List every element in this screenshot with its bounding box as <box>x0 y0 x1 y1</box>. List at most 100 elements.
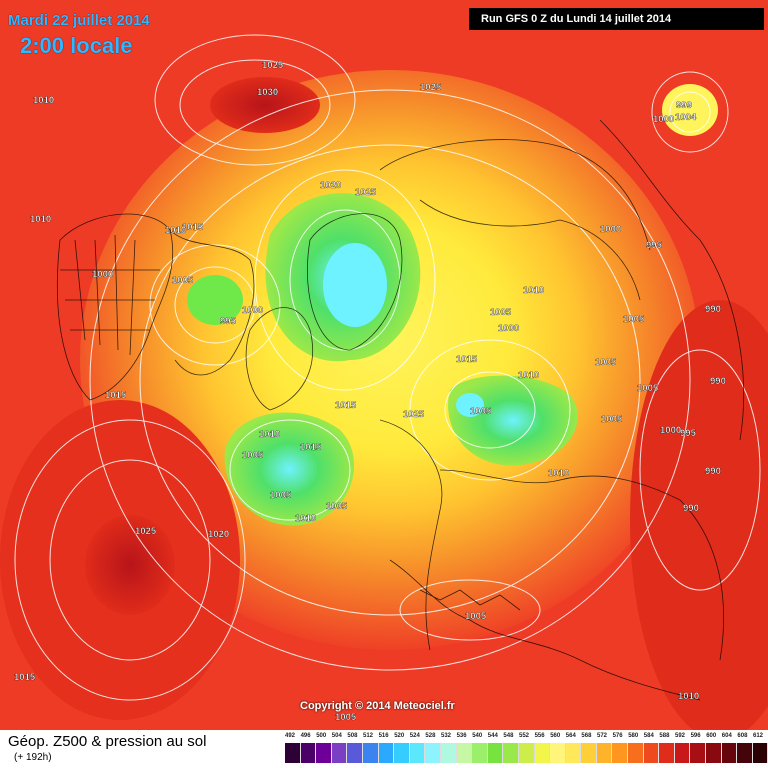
isobar-label: 1015 <box>335 400 357 411</box>
forecast-map: 1010 1025 1030 1025 999 1000 1004 1010 1… <box>0 0 768 730</box>
isobar-label: 1010 <box>518 370 539 381</box>
scale-swatch <box>565 743 582 763</box>
isobar-label: 1000 <box>242 305 263 316</box>
scale-label: 568 <box>581 733 592 739</box>
scale-label: 580 <box>628 733 639 739</box>
scale-swatch <box>285 743 301 763</box>
isobar-label: 1000 <box>660 425 681 436</box>
isobar-label: 1000 <box>498 323 519 334</box>
scale-swatch <box>737 743 753 763</box>
scale-label: 604 <box>721 733 732 739</box>
scale-swatch <box>316 743 332 763</box>
isobar-label: 1005 <box>172 275 194 286</box>
isobar-label: 1000 <box>600 224 621 235</box>
isobar-label: 1005 <box>637 383 659 394</box>
scale-label: 524 <box>409 733 420 739</box>
scale-swatch <box>612 743 629 763</box>
scale-swatch <box>628 743 644 763</box>
isobar-label: 1025 <box>355 187 377 198</box>
polar-heights-field <box>80 70 700 650</box>
scale-label: 504 <box>331 733 342 739</box>
scale-label: 584 <box>643 733 654 739</box>
scale-swatch <box>534 743 551 763</box>
isobar-label: 1005 <box>326 501 348 512</box>
scale-swatch <box>752 743 768 763</box>
isobar-label: 999 <box>676 100 692 111</box>
scale-swatch <box>347 743 363 763</box>
scale-swatch <box>472 743 488 763</box>
scale-label: 592 <box>675 733 686 739</box>
isobar-label: 1005 <box>335 712 357 723</box>
isobar-label: 1005 <box>465 611 487 622</box>
isobar-label: 1005 <box>490 307 512 318</box>
isobar-label: 1005 <box>595 357 617 368</box>
scale-label: 492 <box>285 733 296 739</box>
isobar-label: 1000 <box>653 114 674 125</box>
scale-swatch <box>503 743 519 763</box>
run-info-banner: Run GFS 0 Z du Lundi 14 juillet 2014 <box>469 8 764 30</box>
scale-label: 596 <box>690 733 701 739</box>
forecast-lead-time: (+ 192h) <box>14 752 52 763</box>
isobar-label: 1010 <box>295 513 316 524</box>
isobar-label: 1005 <box>601 414 623 425</box>
isobar-label: 995 <box>646 240 663 251</box>
atlantic-ridge-core <box>85 515 175 615</box>
isobar-label: 1025 <box>262 60 284 71</box>
scale-swatch <box>487 743 504 763</box>
color-scale <box>285 743 768 763</box>
scale-label: 608 <box>737 733 748 739</box>
low-center-field <box>662 84 718 136</box>
scale-swatch <box>456 743 473 763</box>
product-title: Géop. Z500 & pression au sol <box>8 733 207 750</box>
scale-label: 536 <box>456 733 467 739</box>
isobar-label: 1015 <box>105 390 127 401</box>
isobar-label: 1010 <box>259 429 280 440</box>
isobar-label: 1005 <box>242 450 264 461</box>
scale-swatch <box>394 743 410 763</box>
isobar-label: 1005 <box>623 314 645 325</box>
scale-swatch <box>300 743 317 763</box>
isobar-label: 990 <box>683 503 699 514</box>
scale-swatch <box>659 743 675 763</box>
siberian-trough-core <box>456 393 484 417</box>
isobar-label: 1005 <box>470 406 492 417</box>
scale-label: 576 <box>612 733 623 739</box>
forecast-date: Mardi 22 juillet 2014 <box>8 12 150 29</box>
isobar-label: 1025 <box>403 409 425 420</box>
pacific-ridge-core <box>210 77 320 133</box>
scale-label: 572 <box>597 733 608 739</box>
scale-label: 512 <box>363 733 374 739</box>
isobar-label: 1010 <box>165 225 186 236</box>
scale-label: 508 <box>347 733 358 739</box>
copyright-notice: Copyright © 2014 Meteociel.fr <box>300 700 455 712</box>
scale-swatch <box>440 743 457 763</box>
scale-label: 520 <box>394 733 405 739</box>
isobar-label: 1010 <box>548 468 569 479</box>
scale-swatch <box>425 743 441 763</box>
scale-label: 496 <box>300 733 311 739</box>
scale-label: 516 <box>378 733 389 739</box>
scale-label: 540 <box>472 733 483 739</box>
isobar-label: 1010 <box>33 95 54 106</box>
scale-swatch <box>378 743 395 763</box>
canada-low-field <box>187 275 243 325</box>
isobar-label: 1020 <box>320 180 341 191</box>
isobar-label: 990 <box>710 376 726 387</box>
isobar-label: 1015 <box>14 672 36 683</box>
isobar-label: 1010 <box>523 285 544 296</box>
scale-swatch <box>706 743 722 763</box>
scale-swatch <box>721 743 738 763</box>
isobar-label: 1005 <box>270 490 292 501</box>
isobar-label: 1010 <box>678 691 699 702</box>
scale-label: 500 <box>316 733 327 739</box>
forecast-local-time: 2:00 locale <box>20 33 133 58</box>
isobar-label: 995 <box>220 316 237 327</box>
scale-swatch <box>331 743 348 763</box>
greenland-trough-core <box>323 243 387 327</box>
scale-label: 588 <box>659 733 670 739</box>
scale-swatch <box>362 743 379 763</box>
east-high-field <box>630 300 768 730</box>
isobar-label: 1015 <box>456 354 478 365</box>
isobar-label: 1000 <box>92 269 113 280</box>
